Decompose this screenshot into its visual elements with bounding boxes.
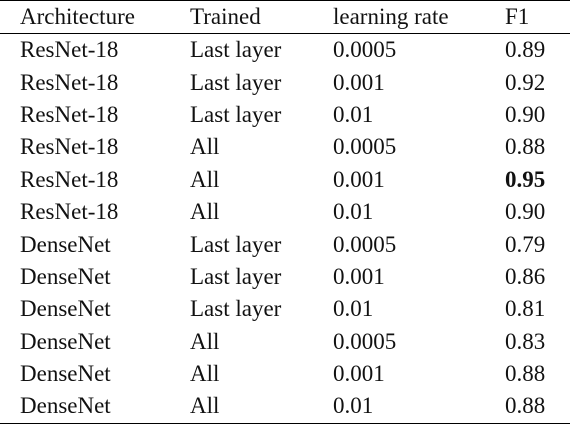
table-row: ResNet-18 All 0.001 0.95 <box>0 164 570 196</box>
table-row: DenseNet Last layer 0.01 0.81 <box>0 293 570 325</box>
table-cell: DenseNet <box>20 393 111 419</box>
table-cell: Last layer <box>190 263 282 289</box>
header-cell: F1 <box>505 4 530 29</box>
table-cell: 0.0005 <box>333 328 397 354</box>
table-cell: ResNet-18 <box>20 101 119 127</box>
header-cell: Architecture <box>20 4 135 29</box>
table-header: Architecture Trained learning rate F1 <box>0 0 570 34</box>
table-cell: 0.001 <box>333 69 385 95</box>
table-cell: All <box>190 166 220 192</box>
table-cell: 0.90 <box>505 199 546 225</box>
header-cell: Trained <box>190 4 261 29</box>
header-row: Architecture Trained learning rate F1 <box>0 0 570 34</box>
table-cell: 0.90 <box>505 101 546 127</box>
table-cell: ResNet-18 <box>20 69 119 95</box>
table-cell: 0.79 <box>505 231 546 257</box>
table-cell: All <box>190 328 220 354</box>
table-cell: DenseNet <box>20 328 111 354</box>
table-row: ResNet-18 All 0.0005 0.88 <box>0 131 570 163</box>
table-cell: 0.88 <box>505 361 546 387</box>
table-row: ResNet-18 Last layer 0.0005 0.89 <box>0 34 570 67</box>
table-cell: Last layer <box>190 101 282 127</box>
table-cell: 0.001 <box>333 166 385 192</box>
table-cell: DenseNet <box>20 296 111 322</box>
table-cell: ResNet-18 <box>20 37 119 63</box>
table-cell: 0.88 <box>505 393 546 419</box>
table-row: DenseNet Last layer 0.0005 0.79 <box>0 228 570 260</box>
table-row: DenseNet Last layer 0.001 0.86 <box>0 261 570 293</box>
table-row: DenseNet All 0.01 0.88 <box>0 390 570 424</box>
table-cell: 0.81 <box>505 296 546 322</box>
table-cell: 0.89 <box>505 37 546 63</box>
table-row: ResNet-18 Last layer 0.01 0.90 <box>0 99 570 131</box>
table-cell: DenseNet <box>20 231 111 257</box>
table-cell: ResNet-18 <box>20 199 119 225</box>
table-cell: 0.88 <box>505 134 546 160</box>
table-body: ResNet-18 Last layer 0.0005 0.89 ResNet-18 La… <box>0 34 570 424</box>
table-cell: All <box>190 361 220 387</box>
table-cell: Last layer <box>190 231 282 257</box>
table-cell: Last layer <box>190 296 282 322</box>
table-cell: ResNet-18 <box>20 134 119 160</box>
table-cell: 0.01 <box>333 199 374 225</box>
table-cell: 0.95 <box>505 166 546 192</box>
table-cell: Last layer <box>190 69 282 95</box>
table-cell: 0.01 <box>333 296 374 322</box>
table-cell: 0.86 <box>505 263 546 289</box>
table-cell: ResNet-18 <box>20 166 119 192</box>
table-cell: 0.0005 <box>333 134 397 160</box>
table-cell: All <box>190 199 220 225</box>
table-cell: 0.001 <box>333 263 385 289</box>
table-cell: 0.0005 <box>333 37 397 63</box>
table-cell: 0.001 <box>333 361 385 387</box>
table-cell: DenseNet <box>20 361 111 387</box>
table-cell: 0.01 <box>333 393 374 419</box>
table-row: ResNet-18 All 0.01 0.90 <box>0 196 570 228</box>
table-cell: 0.83 <box>505 328 546 354</box>
table-cell: 0.0005 <box>333 231 397 257</box>
table-cell: Last layer <box>190 37 282 63</box>
table-cell: All <box>190 393 220 419</box>
table-cell: DenseNet <box>20 263 111 289</box>
header-cell: learning rate <box>333 4 449 29</box>
table-cell: 0.92 <box>505 69 546 95</box>
table-row: DenseNet All 0.001 0.88 <box>0 358 570 390</box>
table-row: ResNet-18 Last layer 0.001 0.92 <box>0 66 570 98</box>
table-cell: All <box>190 134 220 160</box>
table-row: DenseNet All 0.0005 0.83 <box>0 326 570 358</box>
table-cell: 0.01 <box>333 101 374 127</box>
